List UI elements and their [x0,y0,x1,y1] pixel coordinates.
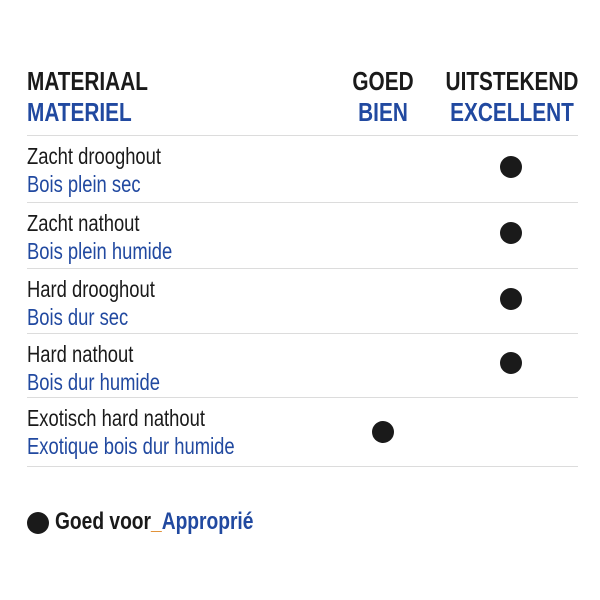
divider [27,268,578,269]
filled-circle-icon [500,155,522,178]
header-good-nl: GOED [352,66,414,96]
legend-nl: Goed voor [55,508,152,535]
material-fr: Bois plein sec [27,171,141,197]
filled-circle-icon [500,222,522,244]
divider [27,397,578,398]
material-nl: Exotisch hard nathout [27,405,205,431]
divider [27,135,578,136]
material-fr: Bois dur sec [27,304,129,330]
material-nl: Zacht nathout [27,210,140,236]
filled-circle-icon [500,287,522,310]
legend-separator: _ [151,508,162,535]
divider [27,466,578,467]
header-excellent-fr: EXCELLENT [450,97,574,127]
divider [27,333,578,334]
filled-circle-icon [372,420,394,443]
header-material-nl: MATERIAAL [27,66,148,96]
material-nl: Hard drooghout [27,276,155,302]
material-fr: Bois dur humide [27,369,160,395]
header-excellent-nl: UITSTEKEND [445,66,579,96]
header-material-fr: MATERIEL [27,97,132,127]
header-good-fr: BIEN [358,97,408,127]
material-fr: Exotique bois dur humide [27,433,235,459]
material-nl: Hard nathout [27,341,134,367]
filled-circle-icon [500,352,522,374]
legend-fr: Approprié [161,508,254,535]
divider [27,202,578,203]
filled-circle-icon [27,512,49,534]
material-fr: Bois plein humide [27,238,173,264]
material-nl: Zacht drooghout [27,143,162,169]
